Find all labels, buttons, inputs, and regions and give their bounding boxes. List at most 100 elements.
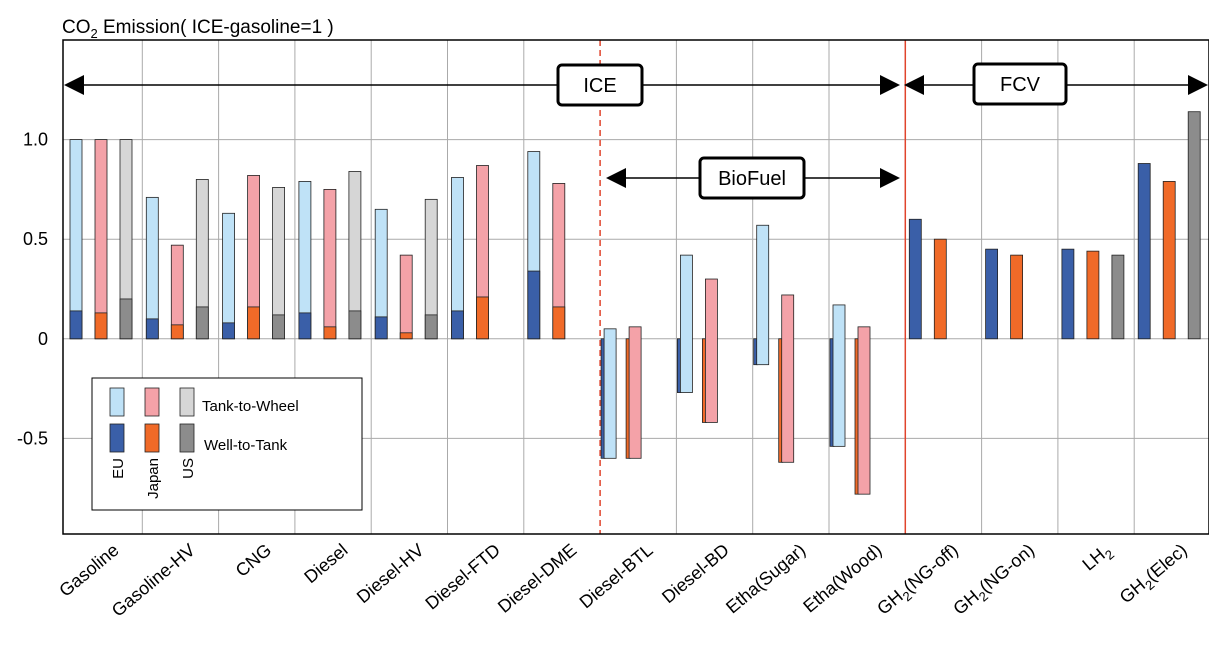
bar-eu-ttw bbox=[222, 212, 236, 340]
category-label-main: Diesel-HV bbox=[353, 540, 428, 607]
bar-japan-wtt bbox=[247, 306, 261, 340]
bar-layer bbox=[69, 111, 1201, 495]
bar-us-wtt bbox=[1111, 254, 1125, 340]
bar-japan-ttw bbox=[628, 326, 642, 459]
bar-eu-wtt bbox=[985, 248, 998, 340]
bar-japan-ttw bbox=[781, 294, 795, 463]
bar-japan-wtt bbox=[1086, 250, 1100, 340]
chart-title-subscript: 2 bbox=[91, 26, 98, 41]
bar-japan-wtt bbox=[552, 306, 566, 340]
bar-japan-wtt bbox=[476, 296, 489, 340]
legend-label-ttw: Tank-to-Wheel bbox=[202, 398, 299, 415]
y-tick-label: 0.5 bbox=[23, 229, 48, 249]
ice-arrow-arrowhead-right bbox=[880, 75, 900, 95]
legend-box bbox=[91, 377, 363, 511]
biofuel-arrow-arrowhead-right bbox=[880, 168, 900, 188]
bar-eu-wtt bbox=[527, 270, 541, 340]
bar-us-wtt bbox=[272, 314, 286, 340]
fcv-label: FCV bbox=[1000, 74, 1041, 96]
ice-label: ICE bbox=[583, 75, 616, 97]
category-label-main: Diesel-DME bbox=[494, 540, 580, 617]
category-label-main: Gasoline bbox=[55, 540, 122, 601]
category-label: Gasoline-HV bbox=[108, 540, 199, 621]
chart-title-suffix: Emission( ICE-gasoline=1 ) bbox=[98, 17, 334, 38]
bar-eu-wtt bbox=[1137, 163, 1151, 340]
legend-swatch-ttw-eu bbox=[109, 387, 125, 417]
bar-eu-ttw bbox=[756, 224, 770, 366]
legend-region-label: Japan bbox=[145, 458, 162, 499]
bar-us-wtt bbox=[195, 306, 209, 340]
bar-us-wtt bbox=[424, 314, 438, 340]
bar-japan-ttw bbox=[399, 254, 413, 340]
bar-japan-ttw bbox=[94, 139, 108, 340]
bar-japan-wtt bbox=[933, 238, 947, 340]
category-label-tail: (NG-off) bbox=[899, 540, 961, 597]
legend: EU Japan US Tank-to-Wheel Well-to-Tank bbox=[91, 377, 363, 511]
bar-japan-ttw bbox=[705, 278, 718, 423]
legend-swatch-wtt-us bbox=[179, 423, 195, 453]
bar-japan-ttw bbox=[857, 326, 871, 495]
category-label: CNG bbox=[232, 540, 275, 581]
annotation-layer: ICE FCV BioFuel bbox=[64, 62, 1208, 200]
legend-swatch-ttw-us bbox=[179, 387, 195, 417]
category-label: GH2(NG-on) bbox=[949, 540, 1040, 622]
category-label-main: Gasoline-HV bbox=[108, 540, 199, 621]
bar-eu-wtt bbox=[298, 312, 312, 340]
bar-eu-wtt bbox=[908, 218, 922, 340]
fcv-arrow-arrowhead-right bbox=[1188, 75, 1208, 95]
bar-eu-wtt bbox=[1061, 248, 1075, 340]
y-tick-label: -0.5 bbox=[17, 428, 48, 448]
category-label-tail: (NG-on) bbox=[976, 540, 1039, 597]
bar-japan-wtt bbox=[323, 326, 337, 340]
category-label-main: Diesel-BTL bbox=[576, 540, 657, 613]
legend-region-label: US bbox=[180, 458, 197, 479]
bar-eu-ttw bbox=[145, 196, 159, 340]
category-label: Diesel bbox=[300, 540, 351, 587]
bar-us-wtt bbox=[119, 298, 133, 340]
biofuel-label: BioFuel bbox=[718, 168, 786, 190]
legend-swatch-ttw-japan bbox=[144, 387, 160, 417]
bar-japan-ttw bbox=[323, 188, 337, 340]
bar-japan-wtt bbox=[1162, 181, 1176, 340]
bar-japan-wtt bbox=[1010, 254, 1023, 340]
bar-japan-wtt bbox=[94, 312, 108, 340]
bar-eu-ttw bbox=[603, 328, 617, 459]
bar-japan-wtt bbox=[399, 332, 413, 340]
bar-eu-wtt bbox=[451, 310, 464, 340]
legend-swatch-wtt-japan bbox=[144, 423, 160, 453]
category-label-main: Etha(Sugar) bbox=[722, 540, 809, 618]
biofuel-box bbox=[698, 156, 806, 200]
category-label-main: Etha(Wood) bbox=[799, 540, 885, 617]
chart-title-prefix: CO bbox=[62, 17, 91, 38]
category-label: Gasoline bbox=[55, 540, 122, 601]
ice-box bbox=[556, 63, 644, 107]
legend-region-label: EU bbox=[110, 458, 127, 479]
fcv-box bbox=[972, 62, 1068, 106]
biofuel-arrow-arrowhead-left bbox=[606, 168, 626, 188]
legend-swatch-wtt-eu bbox=[109, 423, 125, 453]
category-label: Etha(Wood) bbox=[799, 540, 885, 617]
category-label: GH2(Elec) bbox=[1116, 540, 1194, 611]
category-label: Diesel-BTL bbox=[576, 540, 657, 613]
ice-arrow-arrowhead-left bbox=[64, 75, 84, 95]
category-label: Diesel-DME bbox=[494, 540, 580, 617]
y-tick-label: 1.0 bbox=[23, 130, 48, 150]
category-label: GH2(NG-off) bbox=[873, 540, 964, 622]
category-label-main: Diesel bbox=[300, 540, 351, 587]
bar-japan-wtt bbox=[170, 324, 184, 340]
bar-us-wtt bbox=[1187, 111, 1201, 340]
bar-us-wtt bbox=[348, 310, 362, 340]
bar-eu-ttw bbox=[69, 139, 83, 340]
category-label: LH2 bbox=[1078, 540, 1117, 578]
plot-frame bbox=[62, 39, 1209, 535]
category-label: Diesel-HV bbox=[353, 540, 428, 607]
category-label: Diesel-BD bbox=[658, 540, 733, 607]
category-label: Diesel-FTD bbox=[421, 540, 504, 614]
category-label-main: Diesel-BD bbox=[658, 540, 733, 607]
category-label: Etha(Sugar) bbox=[722, 540, 809, 618]
fcv-arrow-arrowhead-left bbox=[904, 75, 924, 95]
legend-label-wtt: Well-to-Tank bbox=[204, 437, 288, 454]
y-tick-label: 0 bbox=[38, 329, 48, 349]
bar-eu-wtt bbox=[69, 310, 83, 340]
